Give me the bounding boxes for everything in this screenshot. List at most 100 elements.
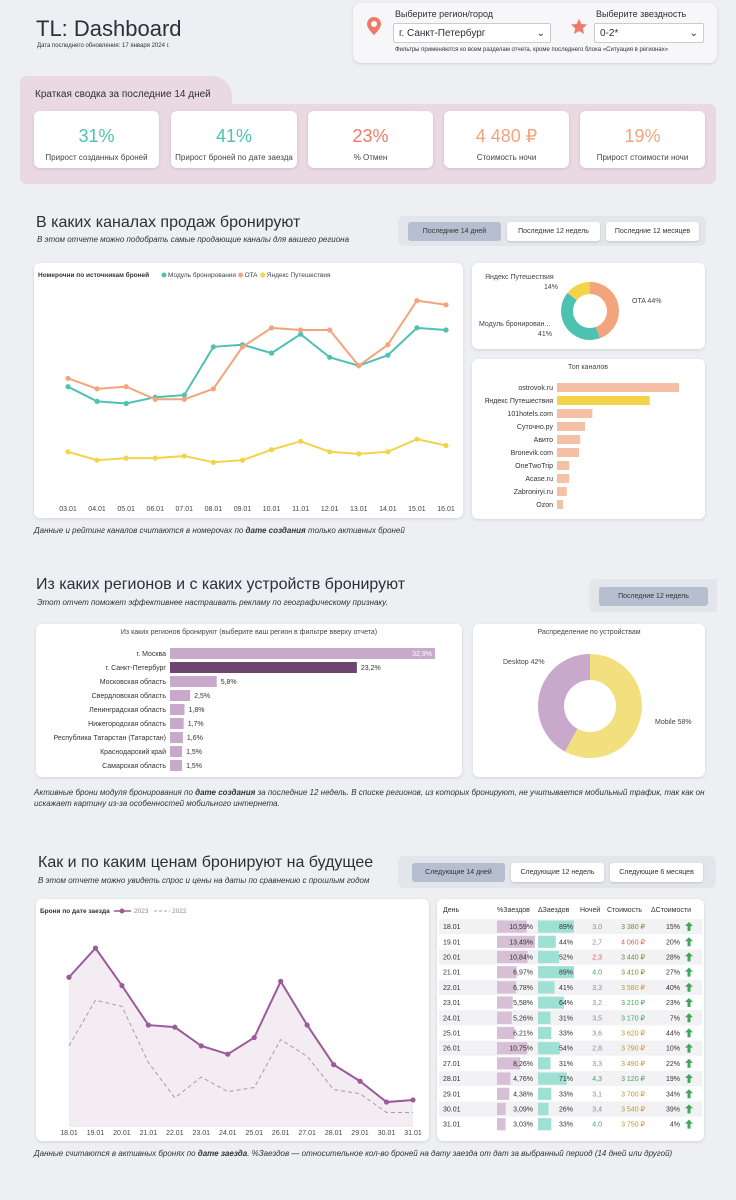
bar (538, 1011, 551, 1024)
legend-label: OTA (245, 272, 259, 279)
bar (538, 1026, 552, 1040)
table-cell: 30.01 (443, 1107, 461, 1114)
data-point (268, 447, 275, 453)
slice-label: Модуль бронирован... (479, 320, 550, 328)
table-cell: 3 750 ₽ (621, 1121, 645, 1129)
kpi-label: Прирост созданных броней (45, 153, 148, 162)
next-6-months-button[interactable]: Следующие 6 месяцев (610, 863, 703, 882)
donut-slice (590, 282, 619, 339)
data-label: 1,8% (188, 707, 204, 714)
table-cell: 6,78% (513, 985, 533, 992)
chart-title: Номерочни по источникам броней (38, 271, 149, 279)
data-point (331, 1062, 337, 1068)
data-point (298, 331, 304, 337)
data-point (385, 342, 391, 348)
x-tick-label: 12.01 (321, 506, 339, 513)
future-title: Как и по каким ценам бронируют на будуще… (38, 854, 374, 871)
table-cell: 3 440 ₽ (621, 954, 645, 962)
stars-select[interactable]: 0-2* ⌄ (594, 23, 704, 43)
bar (538, 1042, 560, 1055)
table-cell: 44% (666, 1031, 680, 1038)
next-14-days-button[interactable]: Следующие 14 дней (412, 863, 505, 882)
x-tick-label: 19.01 (87, 1130, 105, 1137)
bar (170, 676, 217, 687)
table-cell: 3,0 (592, 924, 602, 931)
data-label: 1,7% (188, 721, 204, 728)
category-label: Acase.ru (525, 476, 553, 483)
bar (557, 474, 570, 483)
table-cell: 3 620 ₽ (621, 1030, 645, 1038)
table-cell: 19% (666, 1076, 680, 1083)
kpi-value: 4 480 ₽ (475, 126, 538, 146)
data-point (225, 1051, 231, 1057)
kpi-label: Стоимость ночи (476, 153, 537, 162)
data-label: 1,6% (187, 735, 203, 742)
table-cell: 3,09% (513, 1107, 533, 1114)
kpi-value: 41% (215, 126, 253, 146)
table-cell: 3 700 ₽ (621, 1090, 645, 1098)
x-tick-label: 10.01 (263, 506, 281, 513)
bar (557, 422, 586, 431)
data-point (356, 363, 362, 369)
table-cell: 33% (559, 1031, 573, 1038)
period-12-weeks-button[interactable]: Последние 12 недель (507, 222, 600, 241)
x-tick-label: 06.01 (146, 506, 164, 513)
bar (538, 1102, 549, 1116)
x-tick-label: 23.01 (193, 1130, 211, 1137)
regions-12-weeks-button[interactable]: Последние 12 недель (599, 587, 708, 606)
category-label: Суточно.ру (517, 424, 554, 431)
data-point (414, 436, 420, 442)
category-label: Авито (534, 437, 553, 444)
x-tick-label: 29.01 (351, 1130, 369, 1137)
bar (497, 1118, 506, 1131)
bar (497, 935, 535, 948)
table-cell: 10% (666, 1046, 680, 1053)
up-arrow-icon (685, 952, 693, 962)
data-point (181, 392, 187, 398)
bar (557, 383, 679, 392)
data-label: 5,8% (221, 679, 237, 686)
kpi-value: 31% (78, 126, 115, 146)
data-point (268, 325, 275, 331)
data-label: 2,5% (194, 693, 210, 700)
up-arrow-icon (685, 922, 693, 931)
table-cell: 89% (559, 970, 573, 977)
table-cell: 27.01 (443, 1061, 461, 1068)
next-12-weeks-button[interactable]: Следующие 12 недель (511, 863, 604, 882)
data-point (181, 396, 187, 402)
table-cell: 31% (559, 1015, 573, 1022)
up-arrow-icon (685, 1028, 693, 1038)
bar (538, 966, 574, 979)
data-point (92, 945, 99, 951)
legend-marker (238, 272, 244, 278)
slice-label: OTA 44% (632, 298, 661, 305)
data-point (210, 344, 216, 350)
period-12-months-button[interactable]: Последние 12 месяцев (606, 222, 699, 241)
up-arrow-icon (685, 982, 693, 992)
period-14-days-button[interactable]: Последние 14 дней (408, 222, 501, 241)
table-cell: 6,21% (513, 1031, 533, 1038)
data-label: 1,5% (186, 749, 202, 756)
donut-slice (567, 282, 590, 301)
table-cell: 26% (559, 1107, 573, 1114)
table-cell: 25.01 (443, 1031, 461, 1038)
bar (497, 981, 517, 994)
table-cell: 6,97% (513, 970, 533, 977)
data-label: 1,5% (186, 763, 202, 770)
x-tick-label: 28.01 (325, 1130, 343, 1137)
chevron-down-icon: ⌄ (536, 27, 545, 39)
x-tick-label: 30.01 (378, 1130, 396, 1137)
region-select[interactable]: г. Санкт-Петербург ⌄ (393, 23, 551, 43)
data-point (251, 1034, 257, 1041)
x-tick-label: 31.01 (404, 1130, 422, 1137)
x-tick-label: 27.01 (298, 1130, 316, 1137)
bar (557, 487, 567, 496)
table-cell: 22.01 (443, 985, 461, 992)
table-cell: 3 540 ₽ (621, 1106, 645, 1114)
regions-subtitle: Этот отчет поможет эффективнее настраива… (37, 598, 388, 607)
table-cell: 23.01 (443, 1000, 461, 1007)
x-tick-label: 03.01 (59, 506, 77, 513)
top-channels-card: Топ каналов ostrovok.ru Яндекс Путешествия… (472, 359, 705, 519)
table-cell: 21.01 (443, 970, 461, 977)
table-cell: 10,59% (509, 924, 533, 931)
